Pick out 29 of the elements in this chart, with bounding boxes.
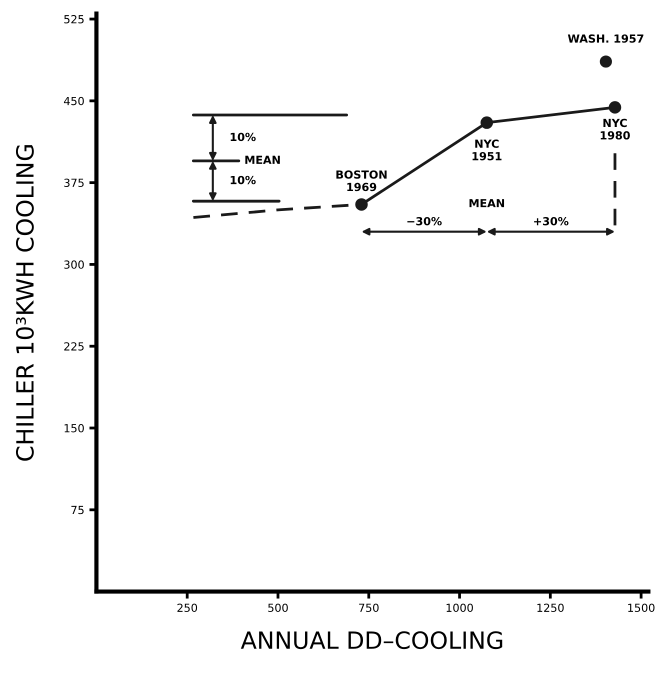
annotation: MEAN — [470, 199, 504, 208]
annotation: 10% — [230, 176, 256, 184]
y-tick-label: 150 — [64, 424, 84, 432]
x-tick-label: 500 — [268, 604, 288, 612]
annotation: NYC 1951 — [472, 140, 502, 160]
x-tick-label: 1500 — [628, 604, 655, 612]
y-tick-label: 300 — [64, 260, 84, 269]
x-tick-label: 250 — [177, 604, 198, 612]
y-axis-title: CHILLER 10³KWH COOLING — [16, 145, 34, 461]
y-tick-label: 225 — [64, 342, 84, 351]
x-tick-label: 1250 — [537, 604, 564, 612]
point — [608, 101, 622, 114]
y-tick-label: 375 — [64, 178, 84, 188]
x-tick-label: 1000 — [446, 604, 473, 612]
y-tick-label: 525 — [64, 15, 84, 24]
annotation: NYC 1980 — [600, 118, 630, 140]
point — [600, 56, 612, 68]
annotation: BOSTON 1969 — [336, 170, 387, 192]
annotation: MEAN — [245, 156, 280, 164]
annotation: +30% — [534, 216, 568, 226]
y-tick-label: 450 — [64, 96, 84, 106]
point — [355, 198, 368, 211]
point — [480, 116, 494, 129]
x-tick-label: 750 — [359, 604, 379, 612]
x-axis-title: ANNUAL DD–COOLING — [240, 631, 502, 650]
y-tick-label: 75 — [71, 506, 84, 514]
annotation: −30% — [407, 216, 442, 226]
annotation: WASH. 1957 — [568, 34, 644, 43]
annotation: 10% — [230, 132, 256, 142]
